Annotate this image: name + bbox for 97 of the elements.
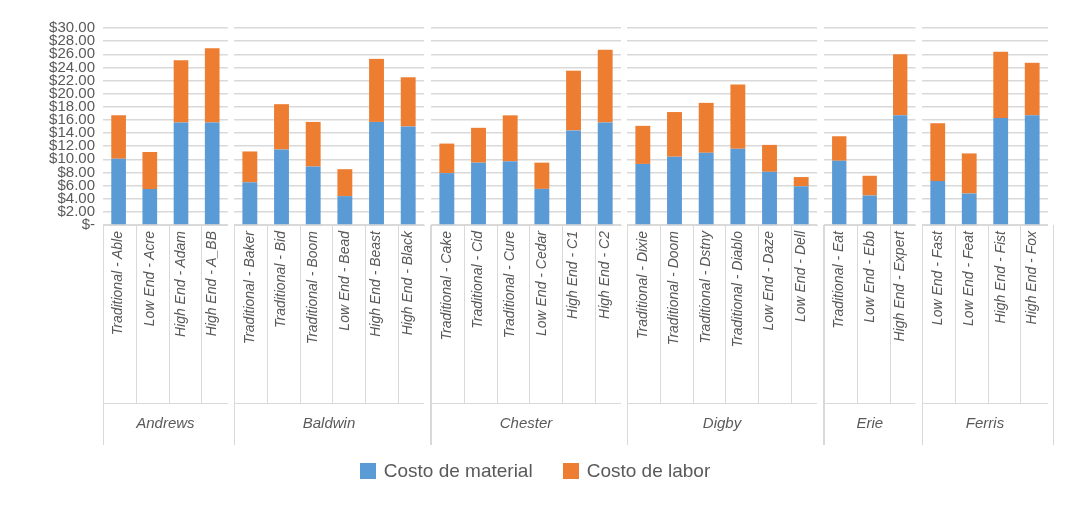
bar <box>1024 115 1040 225</box>
bar <box>400 126 416 225</box>
x-tick-label: High End - A_BB <box>203 231 220 337</box>
bar <box>730 84 746 149</box>
bar <box>930 123 946 181</box>
x-tick-label: Low End - Daze <box>760 230 777 331</box>
bar <box>698 102 714 153</box>
bar <box>173 122 189 225</box>
bar <box>667 156 683 225</box>
x-tick-label: High End - C1 <box>564 231 580 319</box>
x-tick-label: Traditional - Baker <box>240 229 257 345</box>
bar <box>242 151 258 183</box>
x-tick-label: Low End - Dell <box>792 230 809 323</box>
x-tick-label: Low End - Ebb <box>860 230 877 323</box>
x-tick-label: Low End - Feat <box>960 229 977 326</box>
bar <box>862 175 877 196</box>
x-tick-label: Low End - Fast <box>928 229 945 326</box>
bar <box>274 104 289 150</box>
bar <box>961 193 977 225</box>
bar <box>173 60 189 123</box>
bar <box>337 196 353 225</box>
bar <box>667 112 683 157</box>
bar <box>565 70 581 131</box>
bar <box>635 163 651 225</box>
x-tick-label: High End - Fist <box>991 229 1008 324</box>
bar <box>369 58 384 122</box>
bar <box>369 121 384 225</box>
x-axis-title: Ferris <box>965 414 1005 432</box>
x-axis-title: Erie <box>856 414 883 432</box>
x-tick-label: Low End - Cedar <box>532 229 549 337</box>
bar <box>892 115 908 225</box>
x-tick-label: High End - C2 <box>595 230 612 319</box>
x-tick-label: Traditional - Bid <box>272 229 289 329</box>
x-tick-label: Low End - Acre <box>140 230 157 327</box>
bar <box>470 127 486 163</box>
bar <box>204 122 220 225</box>
bar <box>470 162 486 225</box>
x-tick-label: Low End - Bead <box>335 229 352 331</box>
x-tick-label: High End - Fox <box>1023 230 1040 325</box>
bar <box>831 160 847 225</box>
bar <box>730 148 746 225</box>
bar <box>793 177 809 187</box>
x-tick-label: Traditional - Dstny <box>697 230 714 344</box>
legend-label: Costo de material <box>383 460 533 482</box>
bar <box>892 54 908 116</box>
bar <box>533 188 549 225</box>
bar <box>438 173 454 225</box>
bar <box>862 195 877 225</box>
x-tick-label: High End - Beast <box>367 229 384 337</box>
bar <box>305 121 321 167</box>
x-axis-title: Digby <box>702 414 743 432</box>
x-tick-label: Traditional - Doom <box>665 230 682 346</box>
legend-label: Costo de labor <box>586 460 711 482</box>
x-tick-label: Traditional - Eat <box>829 229 846 329</box>
bar <box>242 182 258 225</box>
bar <box>438 143 454 174</box>
x-tick-label: Traditional - Cake <box>437 230 454 341</box>
x-tick-label: Traditional - Dixie <box>633 230 650 339</box>
x-tick-label: Traditional - Cure <box>500 230 517 339</box>
bar <box>831 136 847 161</box>
bar <box>930 181 946 225</box>
y-tick-label: $8.00 <box>57 162 95 180</box>
bar <box>793 186 809 225</box>
bar <box>597 49 613 123</box>
x-axis-title: Andrews <box>135 414 196 432</box>
bar <box>961 153 977 194</box>
bar <box>698 152 714 225</box>
x-tick-label: High End - Adam <box>171 230 188 338</box>
bar <box>565 130 581 225</box>
x-tick-label: High End - Expert <box>890 229 907 342</box>
x-axis-title: Baldwin <box>302 414 356 432</box>
bar <box>502 115 518 162</box>
x-tick-label: High End - Black <box>399 230 416 336</box>
bar <box>142 152 158 189</box>
bar <box>111 158 126 225</box>
bar <box>502 161 518 225</box>
bar <box>993 51 1009 118</box>
bar <box>762 171 778 225</box>
bar <box>597 122 613 225</box>
bar <box>993 117 1009 225</box>
bar <box>533 162 549 189</box>
x-tick-label: Traditional - Diablo <box>728 230 745 348</box>
bar <box>1024 62 1040 116</box>
bar <box>111 115 126 159</box>
bar <box>762 144 778 172</box>
bar <box>400 77 416 127</box>
bar <box>142 188 158 225</box>
y-tick-label: $30.00 <box>49 18 95 36</box>
bar <box>337 169 353 197</box>
bar <box>305 166 321 225</box>
bar <box>635 125 651 164</box>
x-tick-label: Traditional - Able <box>109 230 126 336</box>
x-axis-title: Chester <box>499 414 553 432</box>
bar <box>274 149 289 225</box>
x-tick-label: Traditional - Boom <box>304 230 321 345</box>
x-tick-label: Traditional - Cid <box>468 229 485 329</box>
bar <box>204 48 220 123</box>
